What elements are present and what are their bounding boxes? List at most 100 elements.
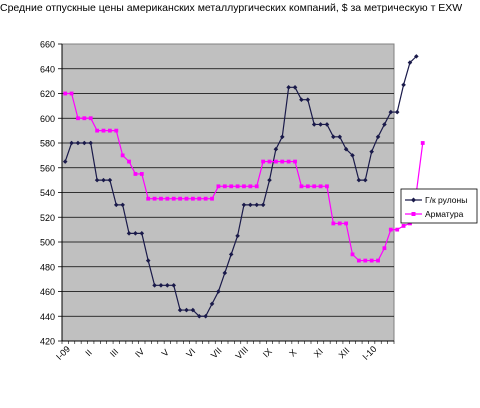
- data-point: [95, 128, 100, 133]
- data-point: [159, 196, 163, 201]
- data-point: [133, 231, 138, 236]
- data-point: [305, 97, 311, 102]
- data-point: [177, 307, 183, 313]
- data-point: [331, 134, 336, 140]
- data-point: [216, 184, 221, 189]
- data-point: [356, 258, 361, 263]
- data-point: [63, 91, 68, 96]
- data-point: [286, 85, 291, 90]
- data-point: [235, 184, 240, 189]
- data-point: [216, 289, 221, 294]
- data-point: [107, 177, 113, 183]
- data-point: [114, 128, 119, 133]
- data-point: [196, 313, 202, 319]
- data-point: [133, 172, 138, 176]
- legend-box: [400, 188, 478, 224]
- data-point: [82, 140, 87, 146]
- data-point: [190, 307, 196, 313]
- data-point: [139, 172, 144, 176]
- y-tick-label: 520: [40, 213, 55, 223]
- data-point: [209, 301, 215, 307]
- legend-marker: [411, 197, 416, 203]
- legend-entry: Г/к рулоны: [405, 195, 467, 205]
- data-point: [94, 177, 100, 183]
- data-point: [408, 221, 412, 226]
- data-point: [190, 196, 195, 201]
- data-point: [203, 313, 208, 319]
- data-point: [318, 122, 323, 127]
- data-point: [280, 159, 285, 164]
- data-point: [375, 134, 381, 140]
- data-point: [139, 231, 145, 236]
- data-point: [101, 177, 106, 183]
- y-tick-label: 600: [40, 114, 55, 124]
- y-axis: 420 440 460 480 500 520 540 560 580 600 620 640 660: [40, 40, 63, 347]
- data-point: [171, 283, 177, 288]
- data-point: [101, 128, 106, 133]
- data-point: [267, 177, 272, 183]
- data-point: [254, 202, 260, 208]
- data-point: [113, 202, 119, 208]
- legend-label: Г/к рулоны: [425, 195, 467, 205]
- x-axis: I-09 II III IV V VI VII VIII IX X XI XII I-10: [54, 340, 395, 362]
- data-point: [165, 196, 170, 201]
- data-point: [382, 122, 387, 127]
- data-point: [210, 196, 214, 201]
- data-point: [401, 224, 406, 228]
- legend-label: Арматура: [425, 209, 464, 219]
- data-point: [69, 91, 74, 96]
- y-tick-label: 460: [40, 287, 55, 297]
- data-point: [286, 159, 291, 164]
- x-tick-label: I-10: [361, 344, 379, 362]
- data-point: [273, 146, 279, 152]
- data-point: [152, 283, 157, 288]
- data-point: [305, 184, 310, 189]
- data-point: [62, 159, 68, 164]
- data-point: [222, 270, 228, 276]
- data-point: [273, 159, 278, 164]
- data-point: [267, 159, 272, 164]
- data-point: [369, 258, 374, 263]
- data-point: [107, 128, 112, 133]
- y-tick-label: 660: [40, 40, 55, 50]
- x-tick-label: XII: [337, 345, 352, 360]
- data-point: [152, 196, 157, 201]
- data-point: [401, 82, 406, 88]
- data-point: [337, 134, 343, 140]
- data-point: [311, 122, 317, 127]
- data-point: [203, 196, 208, 201]
- series-layer: [62, 54, 425, 319]
- y-tick-label: 540: [40, 188, 55, 198]
- data-point: [88, 140, 94, 146]
- data-point: [312, 184, 317, 189]
- series-0: [62, 54, 419, 319]
- y-tick-label: 620: [40, 89, 55, 99]
- data-point: [337, 221, 342, 226]
- data-point: [222, 184, 227, 189]
- data-point: [325, 184, 329, 189]
- data-point: [158, 283, 164, 288]
- legend-marker: [411, 212, 416, 216]
- x-tick-label: IV: [133, 346, 146, 359]
- data-point: [145, 258, 151, 263]
- data-point: [88, 116, 93, 121]
- x-tick-label: VII: [209, 345, 224, 360]
- data-point: [241, 202, 247, 208]
- data-point: [69, 140, 74, 146]
- data-point: [382, 246, 387, 251]
- data-point: [388, 227, 393, 232]
- x-tick-label: VI: [184, 346, 197, 359]
- data-point: [76, 116, 80, 121]
- data-point: [126, 231, 132, 236]
- data-point: [362, 177, 368, 183]
- data-point: [376, 258, 380, 263]
- data-point: [318, 184, 323, 189]
- data-point: [248, 184, 253, 189]
- y-tick-label: 480: [40, 262, 55, 272]
- data-point: [165, 283, 170, 288]
- data-point: [356, 177, 362, 183]
- y-tick-label: 580: [40, 139, 55, 149]
- x-tick-label: XI: [312, 346, 325, 359]
